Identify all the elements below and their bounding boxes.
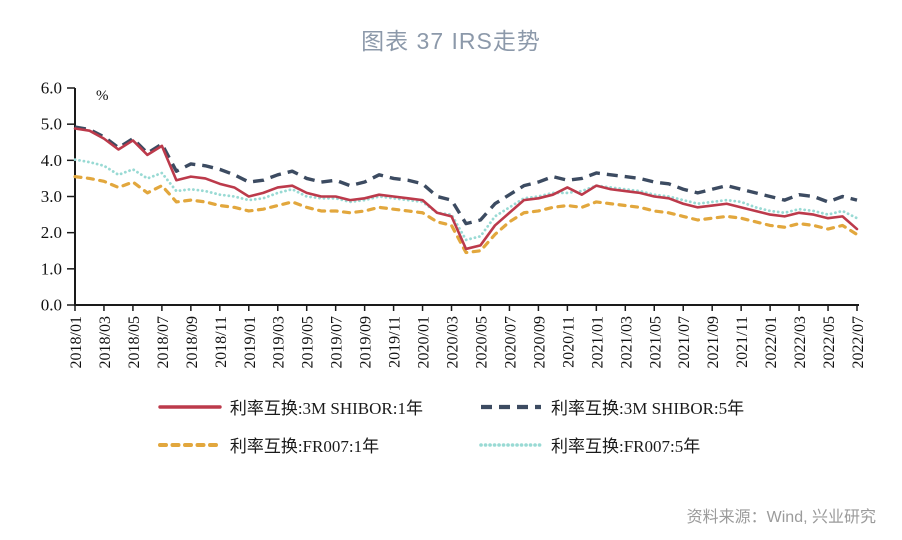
svg-text:2020/11: 2020/11 — [560, 316, 577, 368]
legend-label-shibor-1y: 利率互换:3M SHIBOR:1年 — [229, 399, 423, 418]
svg-text:0.0: 0.0 — [41, 296, 62, 315]
source-label: 资料来源：Wind, 兴业研究 — [686, 509, 876, 526]
svg-text:2018/07: 2018/07 — [155, 316, 172, 368]
svg-text:2022/07: 2022/07 — [850, 316, 867, 368]
svg-text:2022/01: 2022/01 — [763, 316, 780, 368]
svg-text:2019/05: 2019/05 — [300, 316, 317, 368]
svg-text:2019/09: 2019/09 — [358, 316, 375, 368]
legend-swatch-fr007-5y — [479, 442, 543, 447]
legend-swatch-fr007-1y — [157, 442, 222, 447]
svg-text:2020/07: 2020/07 — [502, 316, 519, 368]
chart-legend: 利率互换:3M SHIBOR:1年 利率互换:3M SHIBOR:5年 利率互换… — [0, 394, 902, 457]
legend-label-fr007-5y: 利率互换:FR007:5年 — [551, 437, 701, 456]
page-title: 图表 37 IRS走势 — [361, 28, 541, 54]
svg-text:2020/05: 2020/05 — [473, 316, 490, 368]
svg-text:2021/05: 2021/05 — [647, 316, 664, 368]
legend-item-fr007-1y: 利率互换:FR007:1年 — [157, 432, 423, 457]
svg-text:2022/03: 2022/03 — [792, 316, 809, 368]
svg-text:2019/07: 2019/07 — [329, 316, 346, 368]
svg-text:2019/11: 2019/11 — [387, 316, 404, 368]
svg-text:2021/03: 2021/03 — [618, 316, 635, 368]
legend-item-shibor-1y: 利率互换:3M SHIBOR:1年 — [158, 394, 423, 419]
legend-label-shibor-5y: 利率互换:3M SHIBOR:5年 — [551, 399, 745, 418]
svg-text:2021/01: 2021/01 — [589, 316, 606, 368]
svg-text:2018/11: 2018/11 — [213, 316, 230, 368]
svg-text:2019/01: 2019/01 — [242, 316, 259, 368]
svg-text:2020/01: 2020/01 — [416, 316, 433, 368]
legend-item-shibor-5y: 利率互换:3M SHIBOR:5年 — [479, 394, 744, 419]
legend-swatch-shibor-1y — [158, 404, 222, 409]
svg-text:4.0: 4.0 — [41, 151, 62, 170]
svg-text:3.0: 3.0 — [41, 187, 62, 206]
svg-text:6.0: 6.0 — [41, 79, 62, 98]
chart-canvas: 0.0 1.0 2.0 3.0 4.0 5.0 6.0 % 2018/01 2018/03 2018… — [41, 79, 867, 369]
svg-text:2022/05: 2022/05 — [821, 316, 838, 368]
svg-text:2021/07: 2021/07 — [676, 316, 693, 368]
legend-swatch-shibor-5y — [481, 404, 541, 409]
svg-text:2018/03: 2018/03 — [97, 316, 114, 368]
svg-text:2018/05: 2018/05 — [126, 316, 143, 368]
svg-text:%: % — [96, 88, 109, 104]
svg-text:2020/09: 2020/09 — [531, 316, 548, 368]
svg-text:2021/11: 2021/11 — [734, 316, 751, 368]
svg-text:2020/03: 2020/03 — [445, 316, 462, 368]
svg-text:2018/09: 2018/09 — [184, 316, 201, 368]
svg-text:2018/01: 2018/01 — [68, 316, 85, 368]
legend-item-fr007-5y: 利率互换:FR007:5年 — [479, 432, 744, 457]
svg-text:5.0: 5.0 — [41, 115, 62, 134]
svg-text:2019/03: 2019/03 — [271, 316, 288, 368]
legend-label-fr007-1y: 利率互换:FR007:1年 — [229, 437, 380, 456]
svg-text:1.0: 1.0 — [41, 259, 62, 278]
svg-text:2.0: 2.0 — [41, 223, 62, 242]
svg-text:2021/09: 2021/09 — [705, 316, 722, 368]
